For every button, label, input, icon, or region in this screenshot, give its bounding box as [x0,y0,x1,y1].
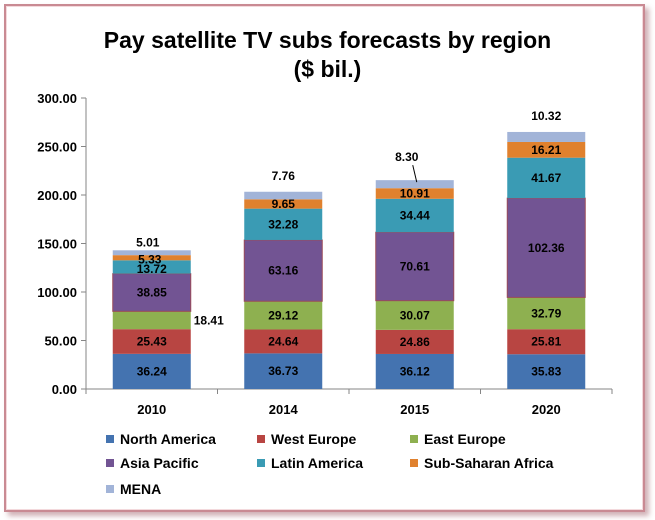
data-label: 18.41 [194,313,224,327]
y-tick-label: 0.00 [52,382,77,397]
y-tick-label: 50.00 [44,334,77,349]
bar-segment [112,353,191,389]
data-label: 25.43 [137,335,167,349]
bar-segment [375,329,454,354]
chart-title: Pay satellite TV subs forecasts by regio… [103,27,552,53]
bar-segment [244,191,323,200]
data-label: 70.61 [400,259,430,273]
bar-segment [507,157,586,199]
y-tick-label: 250.00 [37,140,77,155]
bar-segment [112,255,191,261]
x-tick-label: 2020 [532,402,561,417]
data-label: 24.86 [400,335,430,349]
data-label: 5.01 [136,235,160,249]
data-label: 41.67 [531,171,561,185]
bar-segment [112,250,191,256]
data-label: 32.79 [531,306,561,320]
data-label: 36.12 [400,364,430,378]
bar-segment [375,353,454,389]
data-label: 35.83 [531,365,561,379]
data-label: 30.07 [400,308,430,322]
y-tick-label: 200.00 [37,188,77,203]
chart-subtitle: ($ bil.) [293,56,362,82]
data-label: 25.81 [531,335,561,349]
y-tick-label: 300.00 [37,91,77,106]
bar-segment [112,311,191,330]
x-tick-label: 2015 [400,402,429,417]
bar-segment [507,141,586,158]
data-label: 34.44 [400,208,430,222]
data-label: 16.21 [531,143,561,157]
bar-segment [244,329,323,354]
data-label: 36.24 [137,364,167,378]
data-label: 13.72 [137,262,167,276]
y-tick-label: 100.00 [37,285,77,300]
data-label: 63.16 [268,264,298,278]
data-label: 5.33 [138,253,162,267]
bar-segment [112,329,191,354]
data-label: 24.64 [268,334,298,348]
bar-segment [244,208,323,240]
data-label: 29.12 [268,308,298,322]
bar-segment [375,188,454,199]
bar-segment [244,199,323,209]
x-tick-label: 2014 [269,402,299,417]
data-label: 10.91 [400,186,430,200]
data-label: 10.32 [531,109,561,123]
bar-segment [243,239,323,302]
bar-segment [507,297,586,330]
data-label: 7.76 [272,169,296,183]
bar-segment [507,131,586,142]
x-tick-label: 2010 [137,402,166,417]
data-label: 36.73 [268,364,298,378]
data-label: 32.28 [268,217,298,231]
bar-segment [244,301,323,330]
bar-segment [507,354,586,389]
bar-segment [375,300,454,330]
bar-segment [375,231,455,302]
y-tick-label: 150.00 [37,237,77,252]
bar-segment [375,198,454,233]
bar-segment [506,197,586,298]
bar-segment [507,329,586,355]
bar-segment [375,180,454,189]
data-label: 38.85 [137,285,167,299]
data-label: 9.65 [272,197,296,211]
bar-segment [112,273,192,312]
data-label: 8.30 [395,150,419,164]
leader-line [412,165,418,183]
bar-segment [112,260,191,274]
bar-segment [244,353,323,389]
data-label: 102.36 [528,241,565,255]
